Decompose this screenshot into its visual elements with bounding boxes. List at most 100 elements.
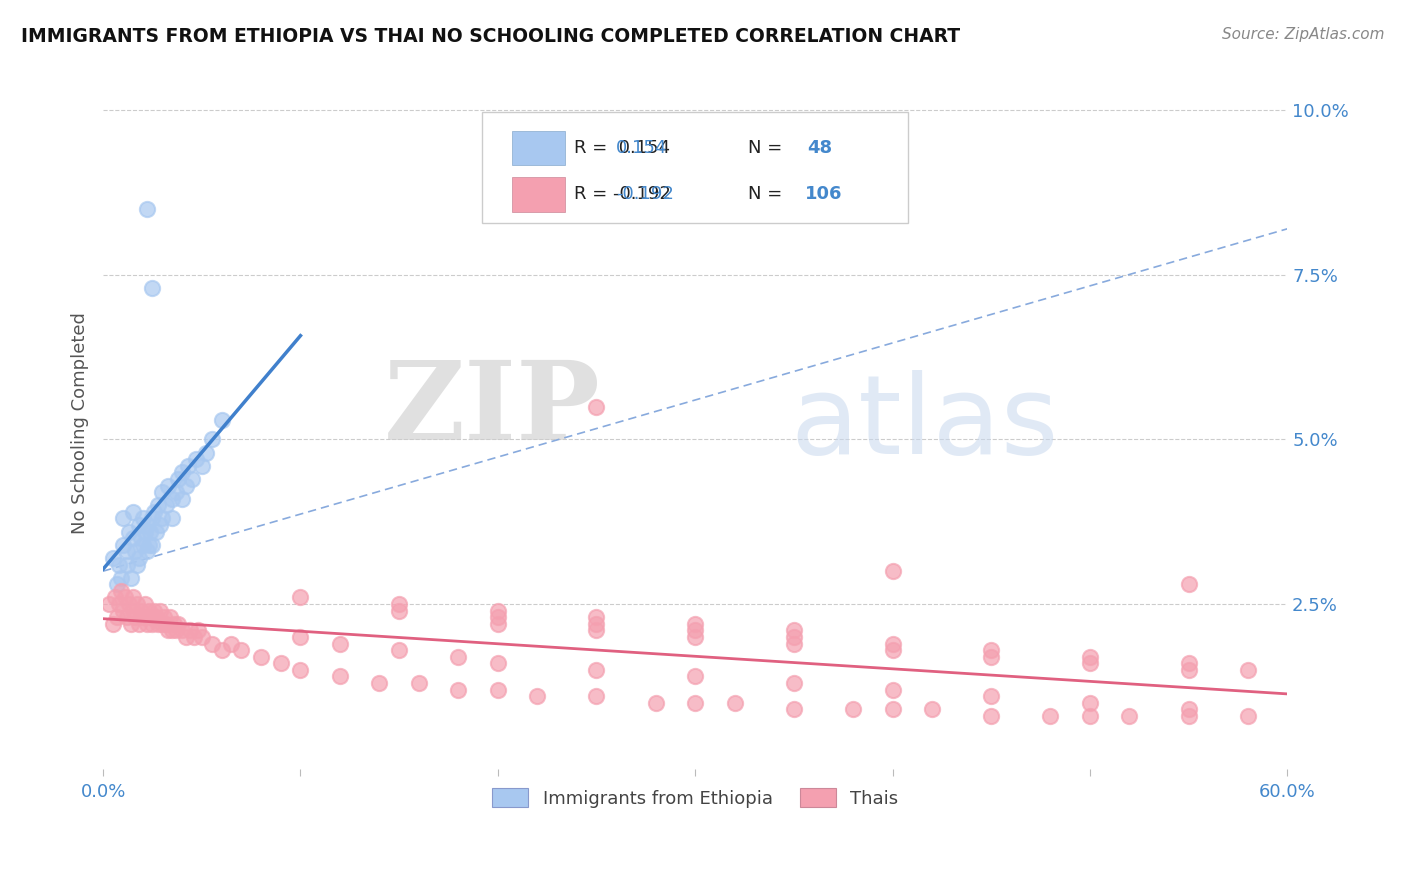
Point: [159, 610, 181, 624]
Text: N =: N =: [748, 186, 783, 203]
Point: [486, 604, 509, 618]
Point: [131, 610, 153, 624]
Point: [118, 524, 141, 539]
Point: [183, 630, 205, 644]
Point: [120, 571, 142, 585]
Point: [644, 696, 666, 710]
Point: [110, 571, 132, 585]
Point: [108, 597, 131, 611]
Point: [187, 624, 209, 638]
Point: [121, 591, 143, 605]
Point: [135, 616, 157, 631]
Point: [141, 511, 163, 525]
Point: [111, 538, 134, 552]
Point: [165, 485, 187, 500]
Point: [408, 676, 430, 690]
Point: [211, 643, 233, 657]
Point: [1236, 663, 1258, 677]
Point: [388, 597, 411, 611]
Point: [134, 597, 156, 611]
Text: Source: ZipAtlas.com: Source: ZipAtlas.com: [1222, 27, 1385, 42]
Point: [882, 564, 904, 578]
Point: [160, 511, 183, 525]
Point: [724, 696, 747, 710]
Point: [138, 538, 160, 552]
Text: atlas: atlas: [790, 369, 1059, 476]
Text: N =: N =: [748, 139, 783, 157]
Point: [388, 604, 411, 618]
Text: -0.192: -0.192: [616, 186, 673, 203]
Point: [1118, 709, 1140, 723]
Point: [105, 577, 128, 591]
Point: [129, 604, 152, 618]
Point: [149, 604, 172, 618]
Point: [125, 597, 148, 611]
Point: [121, 531, 143, 545]
Point: [181, 472, 204, 486]
Point: [290, 663, 312, 677]
Point: [585, 663, 607, 677]
Point: [110, 583, 132, 598]
Point: [98, 597, 121, 611]
Point: [388, 643, 411, 657]
Point: [980, 649, 1002, 664]
Legend: Immigrants from Ethiopia, Thais: Immigrants from Ethiopia, Thais: [485, 781, 905, 815]
Point: [101, 616, 124, 631]
Point: [177, 458, 200, 473]
Point: [163, 616, 186, 631]
Text: R =  0.154: R = 0.154: [575, 139, 671, 157]
Point: [179, 624, 201, 638]
Point: [155, 499, 177, 513]
Point: [683, 696, 706, 710]
Point: [115, 544, 138, 558]
Point: [1078, 649, 1101, 664]
Point: [683, 669, 706, 683]
Point: [201, 636, 224, 650]
Point: [139, 610, 162, 624]
Point: [165, 624, 187, 638]
Point: [150, 511, 173, 525]
Point: [141, 538, 163, 552]
Point: [980, 643, 1002, 657]
Point: [135, 544, 157, 558]
Point: [145, 610, 167, 624]
Text: 48: 48: [807, 139, 832, 157]
Point: [174, 630, 197, 644]
Point: [129, 531, 152, 545]
Point: [250, 649, 273, 664]
Point: [882, 682, 904, 697]
Point: [447, 682, 470, 697]
Point: [882, 702, 904, 716]
Point: [783, 624, 806, 638]
Point: [135, 518, 157, 533]
Point: [585, 624, 607, 638]
Point: [486, 682, 509, 697]
Point: [329, 669, 352, 683]
Point: [1039, 709, 1062, 723]
Point: [128, 518, 150, 533]
Point: [1236, 709, 1258, 723]
Point: [150, 616, 173, 631]
Point: [1177, 657, 1199, 671]
Point: [486, 610, 509, 624]
Point: [114, 591, 136, 605]
FancyBboxPatch shape: [512, 178, 565, 211]
Point: [121, 604, 143, 618]
Point: [211, 413, 233, 427]
Text: IMMIGRANTS FROM ETHIOPIA VS THAI NO SCHOOLING COMPLETED CORRELATION CHART: IMMIGRANTS FROM ETHIOPIA VS THAI NO SCHO…: [21, 27, 960, 45]
Text: 106: 106: [806, 186, 842, 203]
Point: [526, 690, 548, 704]
Point: [111, 511, 134, 525]
Point: [290, 630, 312, 644]
Point: [145, 524, 167, 539]
Point: [121, 505, 143, 519]
Point: [124, 610, 146, 624]
Point: [111, 604, 134, 618]
Point: [221, 636, 243, 650]
Point: [882, 636, 904, 650]
Point: [108, 558, 131, 572]
Point: [980, 690, 1002, 704]
Point: [167, 616, 190, 631]
Point: [842, 702, 865, 716]
Point: [1177, 663, 1199, 677]
